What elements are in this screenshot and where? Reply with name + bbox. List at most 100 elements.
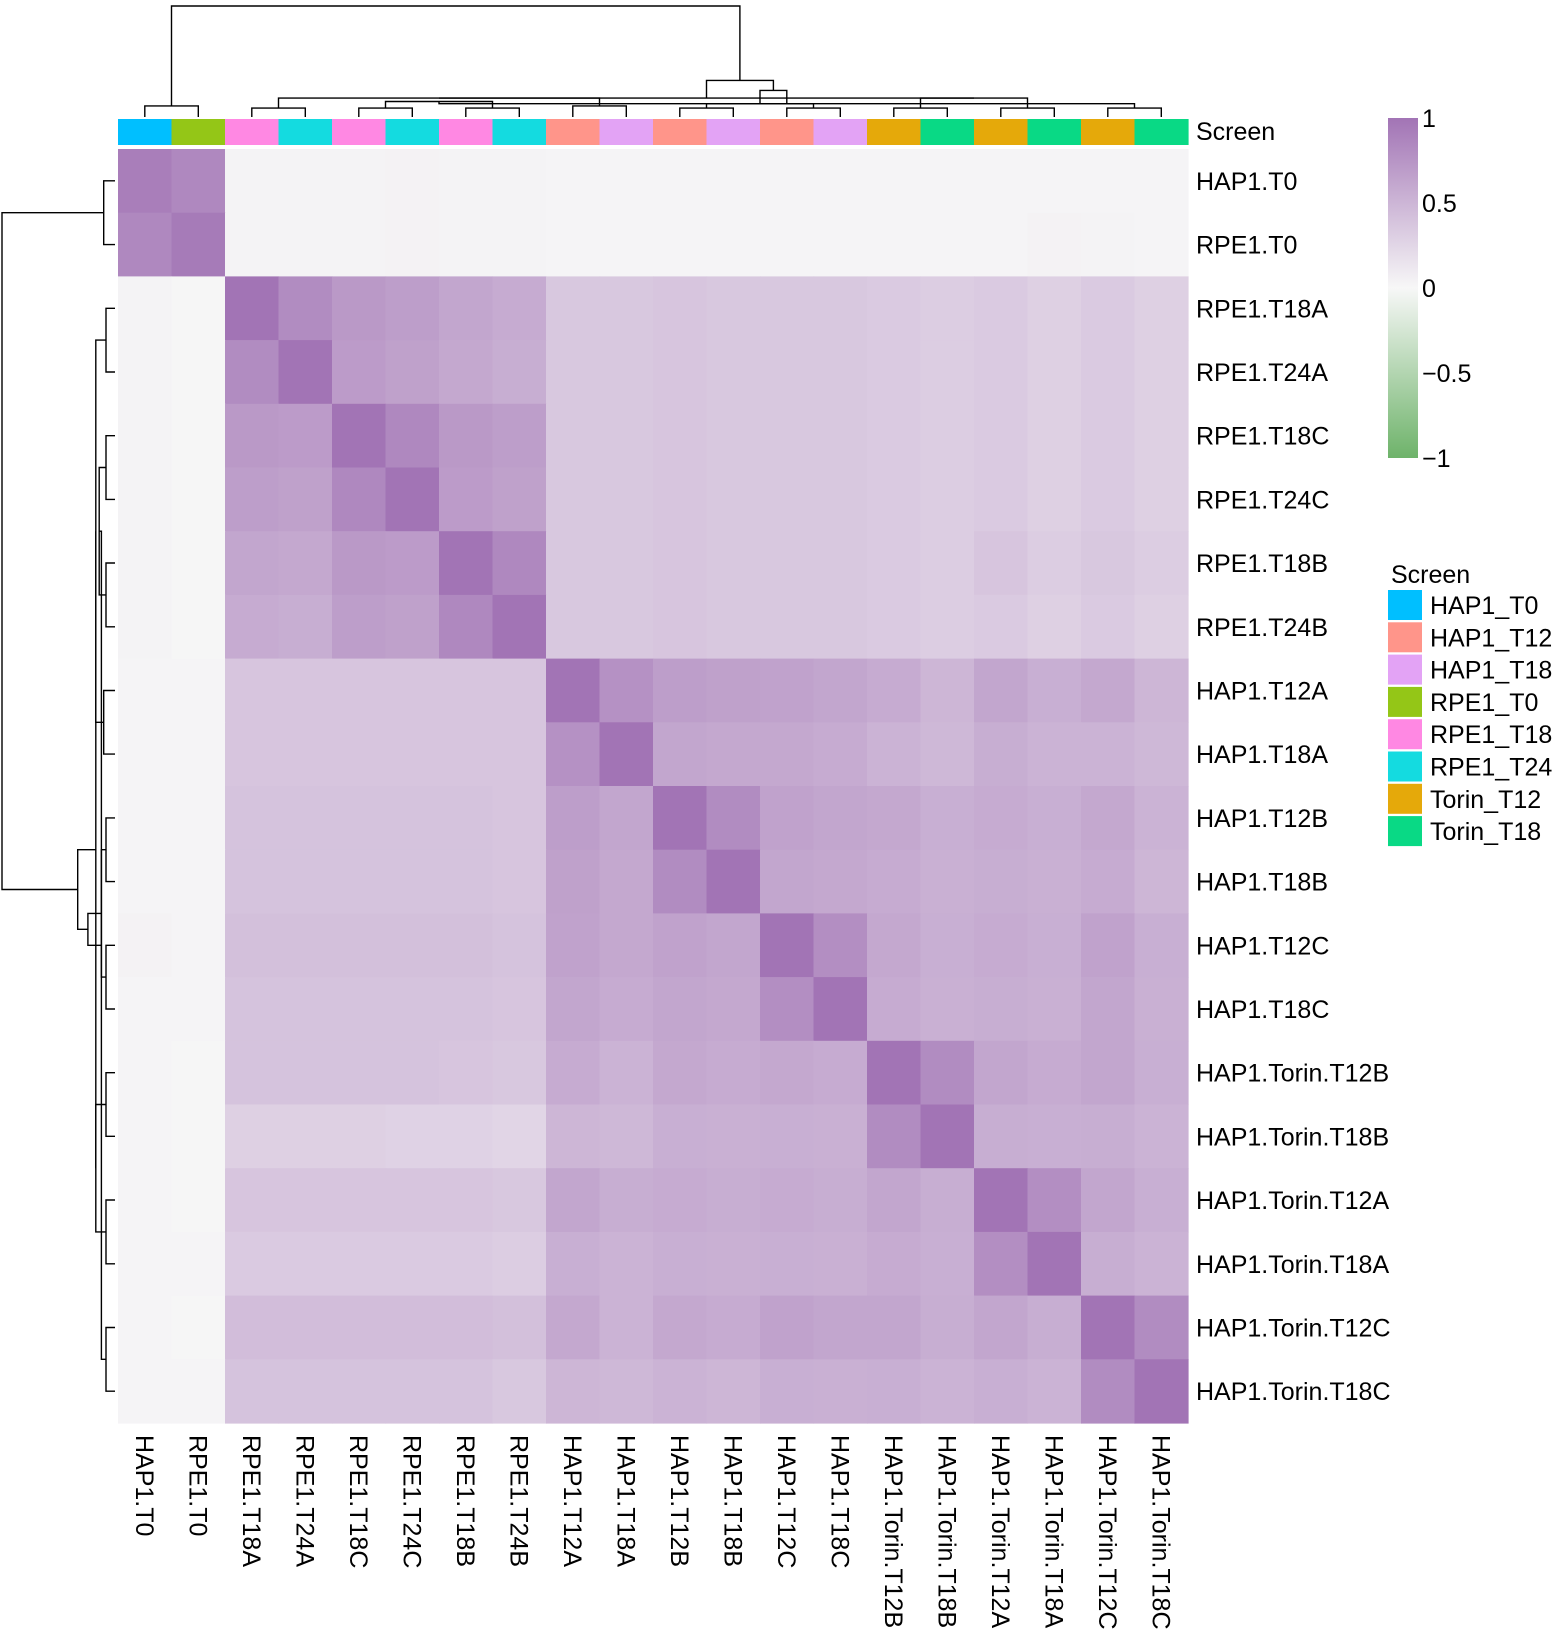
heatmap-cell (1081, 467, 1136, 532)
heatmap-cell (760, 1231, 815, 1297)
heatmap-cell (974, 403, 1029, 469)
screen-annotation-cell (760, 119, 815, 145)
heatmap-cell (118, 658, 173, 723)
heatmap-cell (1134, 1168, 1189, 1233)
heatmap-cell (1134, 531, 1189, 596)
heatmap-cell (546, 849, 601, 914)
heatmap-cell (492, 1295, 547, 1360)
heatmap-cell (332, 212, 387, 277)
row-dendrogram-link (105, 1326, 115, 1392)
heatmap-cell (813, 1168, 868, 1233)
heatmap-cell (760, 594, 815, 660)
heatmap-cell (118, 149, 173, 214)
heatmap-cell (1081, 403, 1136, 469)
heatmap-cell (439, 1359, 494, 1424)
legend-label: HAP1_T0 (1430, 592, 1538, 620)
screen-annotation-cell (920, 119, 975, 145)
heatmap-cell (225, 1168, 280, 1233)
column-label: RPE1.T24B (504, 1435, 532, 1567)
heatmap-cell (974, 786, 1029, 851)
screen-annotation-cell (171, 119, 226, 145)
heatmap-cell (974, 1231, 1029, 1297)
legend-swatch (1388, 622, 1422, 653)
heatmap-cell (332, 276, 387, 341)
heatmap-cell (332, 531, 387, 596)
heatmap-cell (1027, 1168, 1082, 1233)
heatmap-cell (225, 658, 280, 723)
heatmap-cell (599, 1295, 654, 1360)
heatmap-cell (760, 1040, 815, 1106)
legend-swatch (1388, 590, 1422, 620)
heatmap-cell (118, 1295, 173, 1360)
column-label: RPE1.T24A (290, 1435, 318, 1567)
heatmap-cell (225, 212, 280, 277)
heatmap-cell (653, 1104, 708, 1169)
column-dendrogram-link (572, 105, 627, 117)
heatmap-cell (492, 658, 547, 723)
heatmap-cell (385, 403, 440, 469)
heatmap-cell (439, 594, 494, 660)
screen-annotation-cell (385, 119, 440, 145)
heatmap-cell (171, 403, 226, 469)
heatmap-cell (867, 276, 922, 341)
heatmap-cell (118, 1359, 173, 1424)
column-label: RPE1.T18A (237, 1435, 265, 1567)
heatmap-cell (760, 149, 815, 214)
heatmap-cell (813, 913, 868, 978)
column-label: RPE1.T0 (183, 1435, 211, 1536)
heatmap-cell (171, 658, 226, 723)
heatmap-cell (1134, 786, 1189, 851)
heatmap-cell (653, 1295, 708, 1360)
heatmap-cell (225, 786, 280, 851)
heatmap-cell (706, 276, 761, 341)
heatmap-cell (974, 1168, 1029, 1233)
heatmap-cell (653, 212, 708, 277)
heatmap-cell (706, 1231, 761, 1297)
heatmap-cell (278, 1040, 333, 1106)
heatmap-cell (867, 1359, 922, 1424)
heatmap-cell (546, 212, 601, 277)
heatmap-cell (225, 722, 280, 787)
heatmap-cell (439, 786, 494, 851)
heatmap-cell (867, 1231, 922, 1297)
heatmap-cell (1134, 1359, 1189, 1424)
heatmap-cell (974, 849, 1029, 914)
heatmap-cell (118, 977, 173, 1042)
heatmap-cell (492, 786, 547, 851)
heatmap-cell (171, 594, 226, 660)
heatmap-cell (171, 786, 226, 851)
legend-label: RPE1_T18 (1430, 721, 1552, 749)
heatmap-cell (171, 1231, 226, 1297)
heatmap-cell (171, 149, 226, 214)
heatmap-cell (546, 1231, 601, 1297)
heatmap-cell (706, 977, 761, 1042)
heatmap-cell (1134, 1231, 1189, 1297)
heatmap-cell (706, 594, 761, 660)
heatmap-cell (1081, 276, 1136, 341)
heatmap-cell (492, 531, 547, 596)
heatmap-cell (760, 276, 815, 341)
column-dendrogram-link (1107, 107, 1162, 117)
heatmap-cell (492, 722, 547, 787)
heatmap-cell (920, 1295, 975, 1360)
heatmap-cell (760, 1104, 815, 1169)
heatmap-cell (439, 1104, 494, 1169)
heatmap-cell (118, 722, 173, 787)
heatmap-cell (760, 212, 815, 277)
heatmap-cell (1027, 467, 1082, 532)
heatmap-cell (332, 722, 387, 787)
heatmap-cell (225, 977, 280, 1042)
heatmap-cell (385, 1168, 440, 1233)
heatmap-cell (278, 149, 333, 214)
heatmap-cell (439, 276, 494, 341)
heatmap-cell (278, 913, 333, 978)
heatmap-cell (867, 722, 922, 787)
column-label: HAP1.Torin.T12A (986, 1435, 1014, 1628)
heatmap-cell (1081, 1359, 1136, 1424)
heatmap-cell (546, 1168, 601, 1233)
heatmap-cell (706, 340, 761, 405)
heatmap-cell (385, 149, 440, 214)
row-label: HAP1.Torin.T12A (1196, 1187, 1389, 1215)
screen-legend-title: Screen (1391, 561, 1470, 589)
heatmap-cell (546, 149, 601, 214)
